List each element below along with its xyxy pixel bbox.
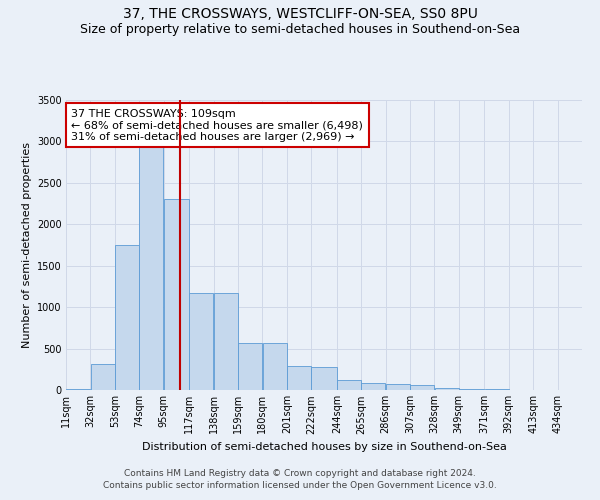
- Bar: [459, 389, 484, 390]
- Bar: [115, 245, 139, 390]
- Y-axis label: Number of semi-detached properties: Number of semi-detached properties: [22, 142, 32, 348]
- Bar: [434, 388, 458, 390]
- Bar: [311, 367, 337, 390]
- Bar: [66, 389, 90, 390]
- Bar: [410, 385, 434, 390]
- Text: Contains public sector information licensed under the Open Government Licence v3: Contains public sector information licen…: [103, 481, 497, 490]
- Bar: [287, 366, 311, 390]
- Text: 37, THE CROSSWAYS, WESTCLIFF-ON-SEA, SS0 8PU: 37, THE CROSSWAYS, WESTCLIFF-ON-SEA, SS0…: [122, 8, 478, 22]
- Bar: [361, 382, 385, 390]
- Text: 37 THE CROSSWAYS: 109sqm
← 68% of semi-detached houses are smaller (6,498)
31% o: 37 THE CROSSWAYS: 109sqm ← 68% of semi-d…: [71, 108, 363, 142]
- Text: Size of property relative to semi-detached houses in Southend-on-Sea: Size of property relative to semi-detach…: [80, 22, 520, 36]
- Bar: [386, 384, 410, 390]
- Bar: [337, 380, 361, 390]
- Bar: [91, 364, 115, 390]
- Bar: [190, 293, 214, 390]
- Bar: [164, 200, 189, 390]
- Bar: [214, 293, 238, 390]
- Bar: [139, 142, 163, 390]
- Bar: [263, 343, 287, 390]
- Bar: [238, 343, 262, 390]
- Text: Distribution of semi-detached houses by size in Southend-on-Sea: Distribution of semi-detached houses by …: [142, 442, 506, 452]
- Text: Contains HM Land Registry data © Crown copyright and database right 2024.: Contains HM Land Registry data © Crown c…: [124, 468, 476, 477]
